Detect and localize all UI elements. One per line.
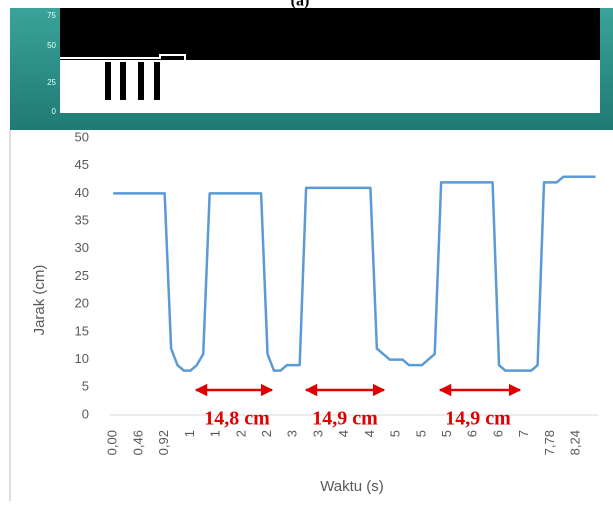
x-axis-title: Waktu (s) [320,478,384,495]
x-tick-label: 0,92 [156,430,171,455]
y-tick-label: 40 [75,185,89,200]
x-tick-label: 1 [208,430,223,437]
inset-bar [138,62,144,100]
y-tick-label: 45 [75,157,89,172]
annotation: 14,9 cm [312,408,378,430]
inset-bar [120,62,126,100]
y-tick-label: 30 [75,240,89,255]
y-tick-label: 20 [75,296,89,311]
x-tick-label: 1 [182,430,197,437]
x-tick-label: 2 [233,430,248,437]
inset-bar [154,62,160,100]
y-tick-label: 35 [75,213,89,228]
x-tick-label: 3 [285,430,300,437]
x-tick-label: 6 [465,430,480,437]
y-tick-label: 25 [75,268,89,283]
y-tick-label: 15 [75,323,89,338]
x-tick-label: 5 [439,430,454,437]
page: {"inset": {"label": "(a)", "yticks": ["7… [0,0,613,506]
y-axis-title: Jarak (cm) [31,265,48,336]
x-tick-label: 0,00 [105,430,120,455]
x-tick-label: 3 [310,430,325,437]
x-tick-label: 8,24 [568,430,583,455]
y-tick-label: 5 [82,379,89,394]
x-tick-label: 7 [516,430,531,437]
inset-tick: 0 [52,107,57,116]
inset-tick: 75 [47,11,56,20]
inset-tick: 50 [47,41,56,50]
x-tick-label: 5 [413,430,428,437]
x-tick-label: 2 [259,430,274,437]
x-tick-label: 6 [490,430,505,437]
annotation: 14,8 cm [204,408,270,430]
x-tick-label: 7,78 [542,430,557,455]
y-tick-label: 50 [75,129,89,144]
inset-label: (a) [291,0,310,10]
figure: (a) 75 50 25 0 Jarak (cm) Waktu (s) 0510… [0,0,613,501]
inset-dark [60,8,600,60]
inset-bar [105,62,111,100]
y-tick-label: 0 [82,406,89,421]
x-tick-label: 4 [336,430,351,437]
x-tick-label: 4 [362,430,377,437]
y-tick-label: 10 [75,351,89,366]
inset-tick: 25 [47,78,56,87]
data-line [113,177,595,371]
x-tick-label: 5 [388,430,403,437]
x-tick-label: 0,46 [130,430,145,455]
annotation: 14,9 cm [445,408,511,430]
